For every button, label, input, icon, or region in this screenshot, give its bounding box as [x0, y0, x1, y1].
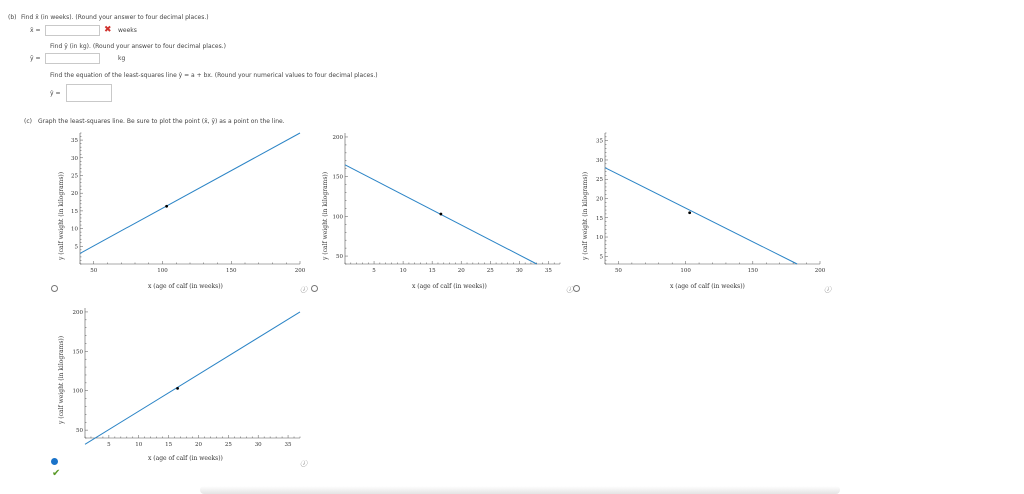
x-axis-label: x (age of calf (in weeks)): [148, 455, 223, 462]
x-tick-label: 20: [195, 442, 202, 448]
y-tick-label: 20: [71, 191, 78, 197]
x-tick-label: 100: [157, 268, 168, 274]
y-axis-label: y (calf weight (in kilograms)): [322, 171, 329, 260]
x-axis-label: x (age of calf (in weeks)): [412, 283, 487, 290]
y-tick-label: 30: [71, 156, 78, 162]
chart-3: 50 100 150 200 5 10 15 20 25 30 35: [596, 132, 826, 274]
xbar-unit: weeks: [118, 27, 137, 34]
mean-point: [176, 386, 179, 390]
equation-input[interactable]: [66, 84, 112, 102]
x-tick-label: 150: [748, 268, 759, 274]
y-tick-label: 15: [71, 209, 78, 215]
x-tick-label: 35: [545, 268, 552, 274]
y-tick-label: 10: [71, 227, 78, 233]
y-tick-label: 25: [71, 173, 78, 179]
yhat-label: ŷ =: [50, 90, 61, 97]
option-4-info-icon[interactable]: ⓘ: [300, 460, 307, 468]
x-tick-label: 30: [516, 268, 523, 274]
graph-instruction: Graph the least-squares line. Be sure to…: [38, 118, 285, 125]
xbar-input[interactable]: [45, 25, 100, 36]
option-4-radio[interactable]: [51, 458, 58, 465]
mean-point: [165, 204, 169, 208]
question-xbar: Find x̄ (in weeks). (Round your answer t…: [21, 14, 209, 21]
option-1-radio[interactable]: [51, 285, 58, 292]
least-squares-line: [79, 132, 301, 254]
x-tick-label: 5: [107, 442, 111, 448]
incorrect-icon: ✖: [104, 25, 112, 35]
x-tick-label: 25: [487, 268, 494, 274]
least-squares-line: [84, 311, 301, 445]
correct-check-icon: ✔: [52, 468, 61, 479]
x-tick-label: 100: [680, 268, 691, 274]
x-tick-label: 15: [429, 268, 436, 274]
x-tick-label: 50: [615, 268, 622, 274]
y-tick-label: 30: [596, 158, 603, 164]
chart-1: 50 100 150 200 5 10 15 20 25 30 35: [71, 132, 306, 274]
y-axis-label: y (calf weight (in kilograms)): [58, 335, 65, 424]
y-tick-label: 200: [333, 135, 344, 141]
ybar-input[interactable]: [45, 53, 100, 64]
y-tick-label: 35: [596, 139, 603, 145]
option-3-radio[interactable]: [573, 285, 580, 292]
option-1-info-icon[interactable]: ⓘ: [300, 286, 307, 294]
x-tick-label: 50: [90, 268, 97, 274]
x-tick-label: 200: [295, 268, 306, 274]
mean-point: [439, 212, 443, 216]
chart-4: 5 10 15 20 25 30 35 50 100 150 200: [73, 308, 301, 448]
y-tick-label: 5: [75, 244, 79, 250]
x-axis-label: x (age of calf (in weeks)): [670, 283, 745, 290]
option-2-radio[interactable]: [311, 285, 318, 292]
ybar-unit: kg: [118, 55, 126, 62]
y-axis-label: y (calf weight (in kilograms)): [58, 171, 65, 260]
y-tick-label: 200: [73, 310, 84, 316]
x-tick-label: 35: [285, 442, 292, 448]
x-tick-label: 10: [135, 442, 142, 448]
question-ybar: Find ȳ (in kg). (Round your answer to fo…: [50, 43, 226, 50]
option-3-info-icon[interactable]: ⓘ: [824, 286, 831, 294]
least-squares-line: [604, 167, 798, 265]
mean-point: [688, 211, 692, 215]
x-axis-label: x (age of calf (in weeks)): [148, 283, 223, 290]
x-tick-label: 150: [226, 268, 237, 274]
bottom-scroll-shadow: [200, 486, 840, 494]
y-tick-label: 25: [596, 177, 603, 183]
part-c-prefix: (c): [24, 118, 32, 125]
y-tick-label: 15: [596, 216, 603, 222]
x-tick-label: 20: [458, 268, 465, 274]
y-tick-label: 5: [600, 254, 604, 260]
y-tick-label: 20: [596, 197, 603, 203]
x-tick-label: 30: [255, 442, 262, 448]
x-tick-label: 15: [165, 442, 172, 448]
question-equation: Find the equation of the least-squares l…: [50, 72, 378, 79]
option-2-info-icon[interactable]: ⓘ: [566, 286, 573, 294]
ybar-label: ȳ =: [30, 55, 41, 62]
y-tick-label: 50: [336, 254, 343, 260]
x-tick-label: 25: [225, 442, 232, 448]
x-tick-label: 10: [400, 268, 407, 274]
y-tick-label: 100: [73, 389, 84, 395]
x-tick-label: 200: [815, 268, 826, 274]
y-tick-label: 100: [333, 214, 344, 220]
x-tick-label: 5: [372, 268, 376, 274]
y-tick-label: 150: [333, 175, 344, 181]
y-tick-label: 35: [71, 138, 78, 144]
y-tick-label: 150: [73, 349, 84, 355]
y-axis-label: y (calf weight (in kilograms)): [582, 171, 589, 260]
part-b-prefix: (b): [8, 14, 17, 21]
xbar-label: x̄ =: [30, 27, 41, 34]
y-tick-label: 10: [596, 235, 603, 241]
y-tick-label: 50: [76, 428, 83, 434]
chart-2: 5 10 15 20 25 30 35 50 100 150 200: [333, 133, 561, 274]
